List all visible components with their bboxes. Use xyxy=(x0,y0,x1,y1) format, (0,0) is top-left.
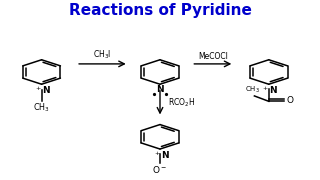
Text: $^+$N: $^+$N xyxy=(261,84,278,96)
Text: O: O xyxy=(287,96,294,105)
Text: MeCOCl: MeCOCl xyxy=(198,52,228,61)
Text: $^+$N: $^+$N xyxy=(153,149,169,161)
Text: Reactions of Pyridine: Reactions of Pyridine xyxy=(68,3,252,18)
Text: N: N xyxy=(156,85,164,94)
Text: RCO$_2$H: RCO$_2$H xyxy=(168,96,195,109)
Text: CH$_3$: CH$_3$ xyxy=(245,84,260,95)
Text: O$^-$: O$^-$ xyxy=(153,164,167,175)
Text: $^+$N: $^+$N xyxy=(34,84,51,96)
Text: CH$_3$: CH$_3$ xyxy=(33,102,50,114)
Text: CH$_3$I: CH$_3$I xyxy=(93,48,112,61)
